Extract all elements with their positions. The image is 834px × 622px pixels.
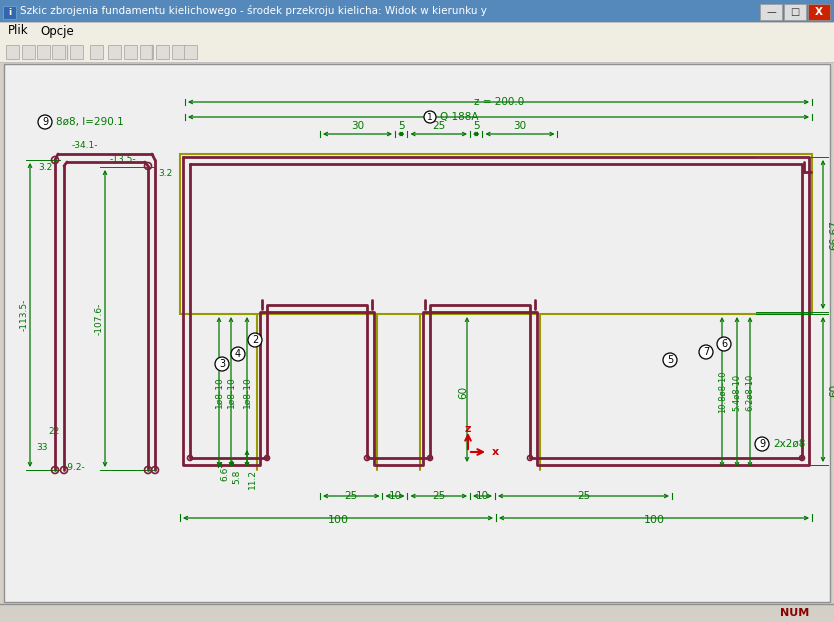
Text: 1ø8-10: 1ø8-10 bbox=[214, 376, 224, 408]
Text: 6.2ø8-10: 6.2ø8-10 bbox=[746, 373, 755, 411]
Text: z: z bbox=[465, 424, 471, 434]
Bar bbox=[22, 45, 35, 59]
Text: -13.5-: -13.5- bbox=[110, 156, 137, 164]
Text: 6.6: 6.6 bbox=[220, 467, 229, 481]
Bar bbox=[140, 45, 153, 59]
Circle shape bbox=[717, 337, 731, 351]
Text: Opcje: Opcje bbox=[40, 24, 73, 37]
Bar bbox=[0, 40, 834, 62]
Text: 1ø8-10: 1ø8-10 bbox=[227, 376, 235, 408]
Text: 100: 100 bbox=[328, 515, 349, 525]
Bar bbox=[4, 64, 830, 602]
Text: NUM: NUM bbox=[781, 608, 810, 618]
Text: 5: 5 bbox=[398, 121, 404, 131]
Bar bbox=[0, 604, 834, 622]
Bar bbox=[156, 45, 169, 59]
Text: i: i bbox=[8, 8, 11, 17]
Text: 60: 60 bbox=[458, 386, 468, 399]
Bar bbox=[808, 4, 830, 20]
Text: 9: 9 bbox=[42, 117, 48, 127]
Text: -113.5-: -113.5- bbox=[19, 299, 28, 331]
Text: z = 200.0: z = 200.0 bbox=[474, 97, 524, 107]
Bar bbox=[3, 6, 16, 19]
Text: 10: 10 bbox=[389, 491, 401, 501]
Text: Q 188A: Q 188A bbox=[440, 112, 479, 122]
Text: 60: 60 bbox=[829, 383, 834, 397]
Bar bbox=[0, 22, 834, 40]
Text: X: X bbox=[815, 7, 823, 17]
Text: 66.67: 66.67 bbox=[829, 220, 834, 250]
Text: 3.2: 3.2 bbox=[38, 162, 53, 172]
Text: 7: 7 bbox=[703, 347, 709, 357]
Circle shape bbox=[38, 115, 52, 129]
Bar bbox=[37, 45, 50, 59]
Circle shape bbox=[755, 437, 769, 451]
Bar bbox=[6, 45, 19, 59]
Text: 10: 10 bbox=[476, 491, 489, 501]
Bar bbox=[784, 4, 806, 20]
Text: 1: 1 bbox=[427, 113, 433, 121]
Text: -107.6-: -107.6- bbox=[94, 303, 103, 335]
Bar bbox=[124, 45, 137, 59]
Text: —: — bbox=[766, 7, 776, 17]
Text: Szkic zbrojenia fundamentu kielichowego - środek przekroju kielicha: Widok w kie: Szkic zbrojenia fundamentu kielichowego … bbox=[20, 6, 487, 17]
Text: Plik: Plik bbox=[8, 24, 28, 37]
Text: -34.1-: -34.1- bbox=[72, 141, 98, 149]
Circle shape bbox=[231, 347, 245, 361]
Text: 25: 25 bbox=[432, 491, 445, 501]
Circle shape bbox=[424, 111, 436, 123]
Circle shape bbox=[215, 357, 229, 371]
Text: 11.2: 11.2 bbox=[248, 469, 257, 489]
Bar bbox=[184, 45, 197, 59]
Text: 30: 30 bbox=[351, 121, 364, 131]
Text: 5: 5 bbox=[667, 355, 673, 365]
Bar bbox=[70, 45, 83, 59]
Bar bbox=[0, 0, 834, 22]
Text: 1ø8-10: 1ø8-10 bbox=[243, 376, 252, 408]
Text: 22: 22 bbox=[48, 427, 59, 437]
Bar bbox=[172, 45, 185, 59]
Text: x: x bbox=[492, 447, 499, 457]
Text: 3.2: 3.2 bbox=[158, 170, 173, 179]
Circle shape bbox=[248, 333, 262, 347]
Text: 3: 3 bbox=[219, 359, 225, 369]
Text: 5.8: 5.8 bbox=[233, 470, 242, 484]
Text: 10.8ø8-10: 10.8ø8-10 bbox=[717, 371, 726, 413]
Bar bbox=[108, 45, 121, 59]
Bar bbox=[180, 154, 812, 314]
Bar bbox=[52, 45, 65, 59]
Text: 30: 30 bbox=[514, 121, 526, 131]
Text: 25: 25 bbox=[344, 491, 358, 501]
Bar bbox=[90, 45, 103, 59]
Circle shape bbox=[663, 353, 677, 367]
Text: 8ø8, l=290.1: 8ø8, l=290.1 bbox=[56, 117, 123, 127]
Text: 2: 2 bbox=[252, 335, 259, 345]
Circle shape bbox=[699, 345, 713, 359]
Text: -9.2-: -9.2- bbox=[65, 463, 86, 471]
Text: 4: 4 bbox=[235, 349, 241, 359]
Bar bbox=[760, 4, 782, 20]
Text: 33: 33 bbox=[36, 442, 48, 452]
Text: 9: 9 bbox=[759, 439, 765, 449]
Text: □: □ bbox=[791, 7, 800, 17]
Text: 2x2ø8: 2x2ø8 bbox=[773, 439, 806, 449]
Text: 5.4ø8-10: 5.4ø8-10 bbox=[732, 373, 741, 411]
Text: 25: 25 bbox=[577, 491, 590, 501]
Text: 100: 100 bbox=[644, 515, 665, 525]
Text: 6: 6 bbox=[721, 339, 727, 349]
Text: 25: 25 bbox=[432, 121, 445, 131]
Text: 5: 5 bbox=[473, 121, 480, 131]
